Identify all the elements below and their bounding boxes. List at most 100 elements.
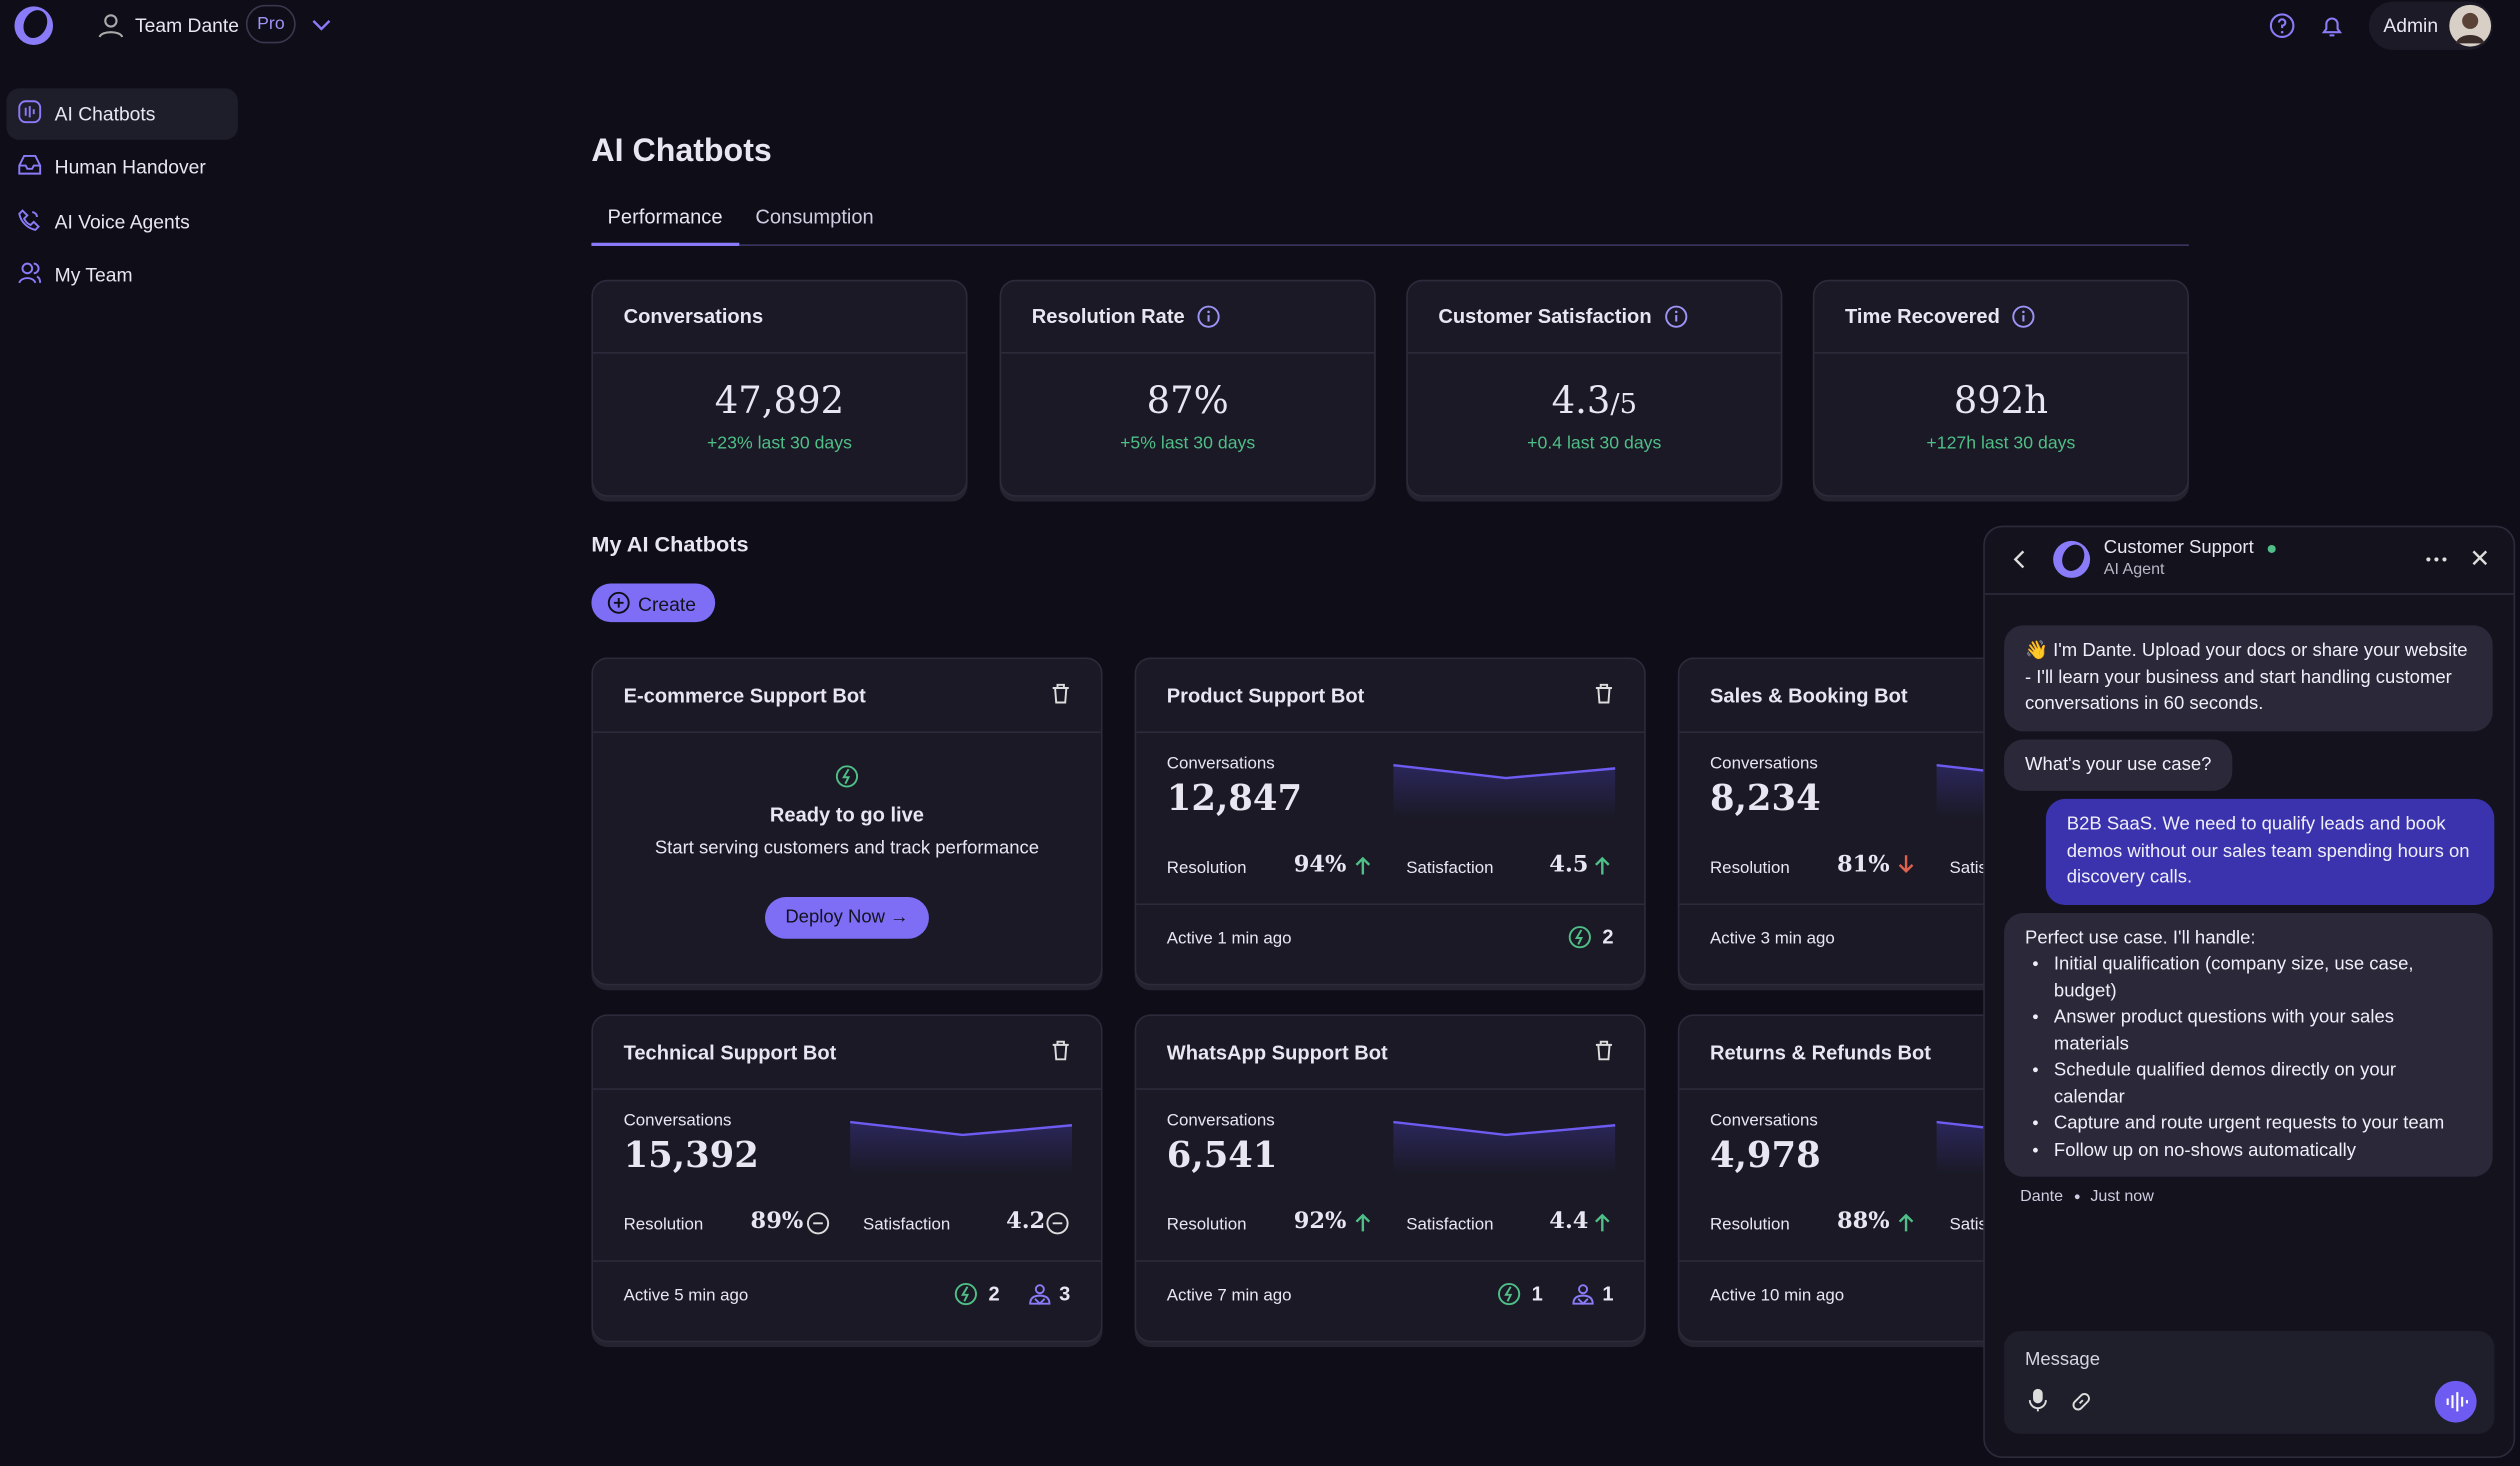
divider: [1136, 1260, 1645, 1262]
resolution-value: 88%: [1836, 1208, 1890, 1235]
delete-icon[interactable]: [1051, 1040, 1070, 1069]
divider: [593, 1088, 1101, 1090]
logo[interactable]: [13, 5, 55, 47]
deployment-icon-graphic: [1498, 1282, 1521, 1306]
resolution-trend: [1898, 855, 1921, 886]
metric-value: 4.3: [1551, 380, 1611, 423]
create-button[interactable]: [591, 583, 716, 623]
online-dot: [2267, 544, 2276, 553]
metric-label: Resolution Rate: [1031, 305, 1185, 328]
metric-card: Time Recovered 892h +127h last 30 days: [1812, 279, 2189, 497]
create-label: Create: [638, 593, 696, 616]
bot-activity: Active 7 min ago: [1166, 1286, 1292, 1306]
message-text: Perfect use case. I'll handle:: [2024, 928, 2256, 948]
message-text: B2B SaaS. We need to qualify leads and b…: [2066, 815, 2470, 888]
team-name[interactable]: Team Dante: [134, 14, 239, 37]
metric-value: 87%: [1146, 380, 1229, 423]
divider: [1136, 1088, 1645, 1090]
attach-icon[interactable]: [2070, 1390, 2092, 1413]
message-list: 👋 I'm Dante. Upload your docs or share y…: [2004, 625, 2495, 1206]
nav-item[interactable]: AI Chatbots: [54, 102, 156, 126]
metric-card: Conversations 47,892 +23% last 30 days: [591, 279, 968, 497]
deploy-button[interactable]: Deploy Now →: [764, 896, 929, 939]
back-icon[interactable]: [2013, 550, 2027, 569]
info-icon-graphic: [2012, 305, 2036, 328]
conversations-value: 15,392: [623, 1134, 759, 1177]
resolution-trend-graphic: [1898, 1213, 1914, 1232]
bot-card: Product Support Bot Conversations 12,847 Re…: [1134, 657, 1646, 986]
team-dropdown[interactable]: [312, 19, 331, 32]
bot-card: E-commerce Support Bot Ready to go live St…: [591, 657, 1103, 986]
nav-item[interactable]: Human Handover: [54, 156, 206, 179]
info-icon[interactable]: [2012, 305, 2036, 336]
separator-dot: [2074, 1194, 2080, 1199]
tab-indicator: [591, 242, 740, 246]
resolution-value: 92%: [1293, 1208, 1347, 1235]
delete-icon[interactable]: [1594, 1040, 1613, 1069]
deployment-icon-graphic: [1568, 926, 1591, 949]
satisfaction-trend: [1594, 855, 1617, 886]
deployment-count: 2: [988, 1282, 1000, 1306]
message-text: 👋 I'm Dante. Upload your docs or share y…: [2024, 641, 2468, 714]
divider: [1407, 352, 1781, 354]
voice-button[interactable]: [2434, 1380, 2477, 1423]
sidebar-active: [6, 88, 238, 140]
delete-icon[interactable]: [1594, 683, 1613, 712]
bullet: Initial qualification (company size, use…: [2054, 952, 2472, 1005]
satisfaction-trend: [1046, 1212, 1069, 1243]
metric-value-row: 47,892: [593, 381, 966, 423]
info-icon-graphic: [1664, 305, 1687, 328]
metric-label: Customer Satisfaction: [1438, 305, 1652, 328]
metric-card: Customer Satisfaction 4.3/5 +0.4 last 30 d…: [1406, 279, 1783, 497]
conversations-value: 8,234: [1709, 778, 1821, 820]
message-input[interactable]: Message: [2024, 1350, 2101, 1370]
metric-card: Resolution Rate 87% +5% last 30 days: [999, 279, 1376, 497]
resolution-label: Resolution: [623, 1215, 704, 1235]
delete-icon[interactable]: [1051, 683, 1070, 712]
deployment-icon-graphic: [954, 1282, 977, 1306]
message-list-bullets: Initial qualification (company size, use…: [2025, 952, 2472, 1164]
resolution-trend: [1355, 1212, 1378, 1243]
agent-name: Customer Support: [2103, 538, 2254, 558]
notifications-icon[interactable]: [2319, 13, 2345, 39]
metric-label: Conversations: [623, 305, 764, 328]
nav-icon: [18, 100, 42, 132]
metric-value-row: 892h: [1814, 381, 2187, 423]
bot-message: 👋 I'm Dante. Upload your docs or share y…: [2004, 625, 2493, 731]
resolution-trend: [1355, 855, 1378, 886]
bot-name: E-commerce Support Bot: [623, 684, 866, 708]
tab[interactable]: Consumption: [755, 205, 874, 229]
satisfaction-value: 4.2: [1006, 1208, 1046, 1235]
avatar[interactable]: [2448, 3, 2493, 48]
info-icon[interactable]: [1664, 305, 1687, 336]
bot-name: Sales & Booking Bot: [1709, 684, 1908, 708]
handover-icon: [1572, 1283, 1595, 1314]
more-icon[interactable]: [2425, 556, 2448, 562]
help-icon[interactable]: [2269, 13, 2295, 39]
mic-icon[interactable]: [2028, 1388, 2047, 1412]
metric-label: Time Recovered: [1844, 305, 2000, 328]
nav-icon-graphic: [18, 100, 42, 124]
satisfaction-label: Satisfaction: [1406, 1215, 1494, 1235]
chat-panel: Customer Support AI Agent 👋 I'm Dante. U…: [1983, 525, 2516, 1459]
info-icon-graphic: [1197, 305, 1220, 328]
nav-item[interactable]: AI Voice Agents: [54, 209, 190, 233]
metric-change: +127h last 30 days: [1926, 434, 2076, 454]
info-icon[interactable]: [1197, 305, 1220, 336]
team-icon: [98, 14, 124, 38]
bot-message: What's your use case?: [2004, 738, 2233, 791]
bot-activity: Active 5 min ago: [623, 1286, 749, 1306]
deployment-icon: [954, 1282, 978, 1314]
bot-name: Product Support Bot: [1166, 684, 1365, 708]
resolution-value: 81%: [1836, 851, 1890, 878]
handover-icon: [1029, 1283, 1052, 1314]
resolution-value: 94%: [1293, 851, 1347, 878]
bot-name: Technical Support Bot: [623, 1041, 837, 1065]
tab[interactable]: Performance: [607, 205, 723, 229]
nav-item[interactable]: My Team: [54, 263, 133, 286]
metric-value-row: 87%: [1001, 381, 1374, 423]
satisfaction-trend-graphic: [1595, 1213, 1610, 1232]
close-icon[interactable]: [2472, 550, 2488, 566]
metric-change: +0.4 last 30 days: [1527, 434, 1662, 454]
